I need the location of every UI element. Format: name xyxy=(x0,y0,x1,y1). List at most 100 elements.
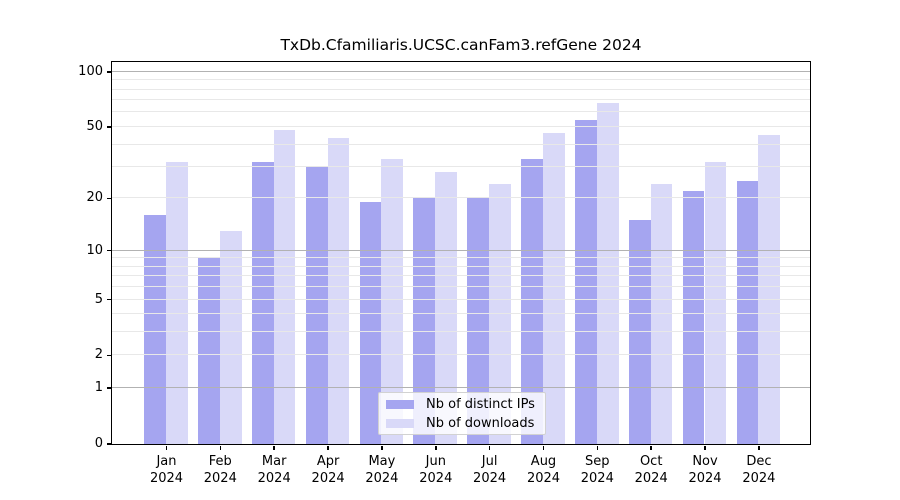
y-tick xyxy=(106,249,111,252)
gridline-major xyxy=(111,249,810,251)
x-tick xyxy=(542,445,545,450)
gridline-minor xyxy=(111,313,810,315)
gridline-minor xyxy=(111,354,810,356)
bar-distinct-ips-jul xyxy=(467,197,490,444)
x-tick xyxy=(165,445,168,450)
gridline-minor xyxy=(111,99,810,101)
gridline-minor xyxy=(111,257,810,259)
x-tick xyxy=(219,445,222,450)
x-tick-year: 2024 xyxy=(473,471,507,486)
x-tick-year: 2024 xyxy=(419,471,453,486)
legend-swatch-downloads xyxy=(386,418,414,428)
x-tick xyxy=(381,445,383,450)
y-tick-label: 5 xyxy=(94,291,103,307)
gridline-minor xyxy=(111,197,810,199)
bar-distinct-ips-apr xyxy=(305,166,328,444)
x-tick-year: 2024 xyxy=(688,471,722,486)
x-tick xyxy=(327,445,329,450)
bar-distinct-ips-jun xyxy=(413,197,436,444)
y-tick-label: 20 xyxy=(86,190,103,206)
gridline-minor xyxy=(111,143,810,145)
bars-layer xyxy=(112,62,810,444)
x-tick-year: 2024 xyxy=(203,471,237,486)
gridline-minor xyxy=(111,265,810,267)
y-tick-label: 50 xyxy=(86,118,103,134)
gridline-minor xyxy=(111,125,810,127)
chart-title: TxDb.Cfamiliaris.UCSC.canFam3.refGene 20… xyxy=(280,36,642,54)
bar-downloads-sep xyxy=(596,103,619,444)
bar-distinct-ips-sep xyxy=(575,120,597,444)
x-tick-year: 2024 xyxy=(311,471,345,486)
gridline-minor xyxy=(111,298,810,300)
gridline-minor xyxy=(111,166,810,167)
x-tick-month: Nov xyxy=(692,454,718,469)
x-tick-month: Aug xyxy=(530,454,557,469)
x-tick xyxy=(758,445,760,450)
bar-downloads-dec xyxy=(758,134,781,444)
y-tick xyxy=(106,126,111,128)
bar-distinct-ips-may xyxy=(359,201,382,444)
bar-distinct-ips-jan xyxy=(144,215,166,444)
x-tick-year: 2024 xyxy=(257,471,291,486)
y-tick xyxy=(106,298,111,301)
x-tick-month: Feb xyxy=(208,454,232,469)
bar-downloads-feb xyxy=(219,230,242,444)
x-tick-month: Jan xyxy=(156,454,177,469)
y-tick-label: 0 xyxy=(94,436,103,451)
bar-downloads-nov xyxy=(704,161,727,444)
x-tick-year: 2024 xyxy=(365,471,399,486)
bar-downloads-jun xyxy=(435,171,458,444)
y-tick-label: 2 xyxy=(94,347,103,363)
x-tick-month: Dec xyxy=(746,454,772,469)
bar-downloads-aug xyxy=(542,133,565,444)
gridline-minor xyxy=(111,275,810,277)
grid-layer xyxy=(111,62,810,444)
x-tick-month: May xyxy=(368,454,396,469)
x-tick-year: 2024 xyxy=(580,471,614,486)
legend-label: Nb of downloads xyxy=(426,415,535,431)
x-tick-month: Jul xyxy=(481,454,498,469)
legend-swatch-distinct-ips xyxy=(386,399,414,409)
x-tick-label: Dec 2024 xyxy=(727,453,791,487)
gridline-minor xyxy=(111,79,810,81)
bar-distinct-ips-dec xyxy=(736,180,759,444)
x-tick-label: Jul 2024 xyxy=(458,453,522,487)
bar-downloads-jan xyxy=(166,161,188,444)
x-tick-month: Mar xyxy=(261,454,287,469)
x-tick-month: Oct xyxy=(639,454,663,469)
gridline-major xyxy=(111,387,810,389)
x-tick-label: Apr 2024 xyxy=(296,453,360,487)
legend: Nb of distinct IPs Nb of downloads xyxy=(378,392,546,435)
x-tick-year: 2024 xyxy=(149,471,184,486)
gridline-minor xyxy=(111,88,810,90)
x-tick-label: Jan 2024 xyxy=(135,453,199,487)
x-tick xyxy=(596,445,598,450)
bar-distinct-ips-nov xyxy=(682,190,705,444)
x-tick-label: Nov 2024 xyxy=(673,453,737,487)
x-tick-year: 2024 xyxy=(742,471,776,486)
x-tick-label: May 2024 xyxy=(350,453,414,487)
x-tick xyxy=(704,445,706,450)
bar-distinct-ips-feb xyxy=(198,257,220,444)
x-tick-label: Mar 2024 xyxy=(242,453,306,487)
gridline-minor xyxy=(111,286,810,288)
y-tick xyxy=(106,354,111,357)
x-tick xyxy=(650,445,652,450)
x-tick xyxy=(273,445,275,450)
y-tick-label: 10 xyxy=(86,242,103,258)
gridline-minor xyxy=(111,331,810,333)
bar-distinct-ips-aug xyxy=(521,159,543,444)
x-tick-month: Jun xyxy=(425,454,446,469)
legend-item: Nb of distinct IPs xyxy=(379,397,545,412)
y-tick xyxy=(106,387,111,389)
legend-item: Nb of downloads xyxy=(379,416,545,431)
x-tick xyxy=(488,445,491,450)
x-tick-label: Oct 2024 xyxy=(619,453,683,487)
x-tick-year: 2024 xyxy=(634,471,668,486)
x-tick-month: Sep xyxy=(585,454,610,469)
bar-downloads-may xyxy=(381,159,404,444)
legend-label: Nb of distinct IPs xyxy=(426,396,535,412)
x-tick-label: Sep 2024 xyxy=(565,453,629,487)
plot-area xyxy=(110,60,811,445)
